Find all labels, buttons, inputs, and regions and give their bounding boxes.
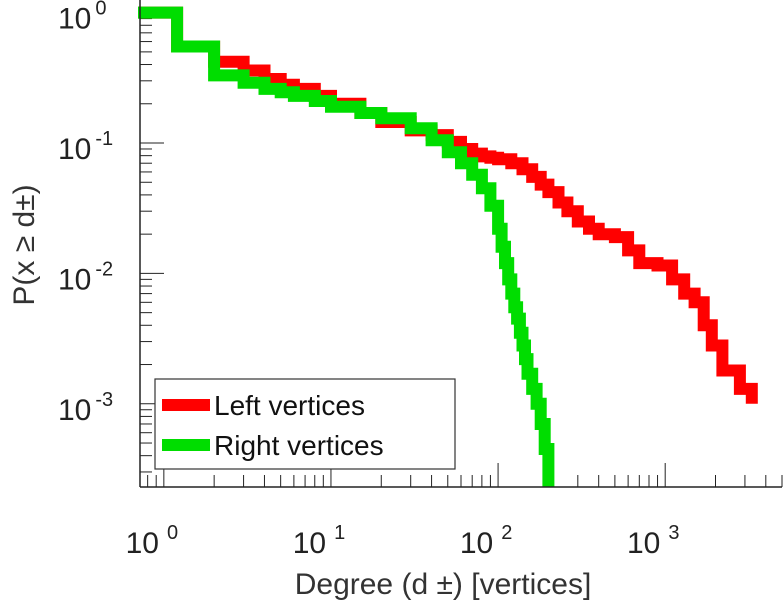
series-line-right-vertices [138,6,555,487]
x-axis-label: Degree (d ±) [vertices] [295,568,592,600]
y-tick-label: 10 -1 [58,128,113,166]
series-layer [138,6,758,487]
x-tick-label: 10 2 [460,522,513,560]
y-axis-label: P(x ≥ d±) [8,184,41,305]
legend-label: Left vertices [214,390,365,421]
legend: Left vertices Right vertices [154,378,456,470]
x-tick-label: 10 1 [293,522,346,560]
legend-label: Right vertices [214,430,384,461]
x-tick-label: 10 3 [627,522,680,560]
y-tick-label: 10 -3 [58,389,113,427]
x-tick-label: 10 0 [126,522,179,560]
axes [139,0,782,488]
tick-labels: 10 0 10 1 10 2 10 3 10 0 10 -1 10 -2 10 -3 [58,0,679,560]
series-line-left-vertices [138,6,758,404]
y-tick-label: 10 0 [58,0,107,36]
minor-ticks [140,12,783,487]
legend-box [154,378,456,470]
y-tick-label: 10 -2 [58,258,113,296]
